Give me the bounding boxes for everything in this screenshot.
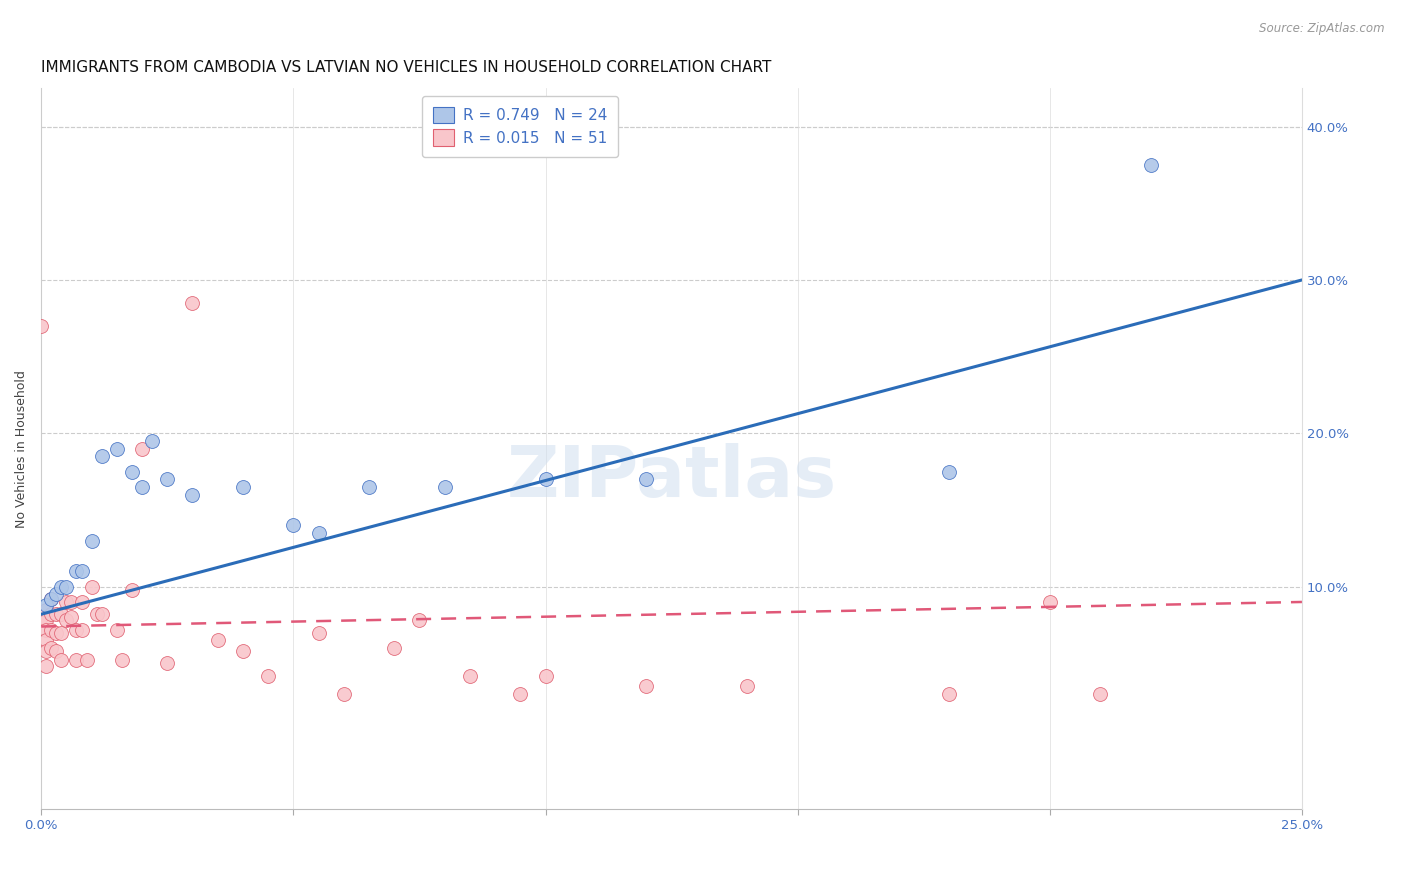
- Point: [65, 623, 87, 637]
- Point: [636, 679, 658, 693]
- Point: [382, 640, 405, 655]
- Point: [55, 613, 77, 627]
- Point: [111, 653, 134, 667]
- Point: [1139, 158, 1161, 172]
- Point: [509, 687, 531, 701]
- Point: [45, 644, 67, 658]
- Point: [308, 525, 330, 540]
- Point: [30, 318, 52, 333]
- Point: [458, 668, 481, 682]
- Point: [70, 595, 93, 609]
- Point: [357, 480, 380, 494]
- Text: Source: ZipAtlas.com: Source: ZipAtlas.com: [1260, 22, 1385, 36]
- Point: [51, 580, 73, 594]
- Point: [35, 598, 58, 612]
- Point: [60, 610, 83, 624]
- Point: [121, 582, 143, 597]
- Point: [65, 653, 87, 667]
- Point: [156, 657, 179, 671]
- Point: [181, 296, 204, 310]
- Point: [636, 472, 658, 486]
- Point: [938, 465, 960, 479]
- Point: [51, 607, 73, 622]
- Point: [80, 580, 103, 594]
- Point: [232, 480, 254, 494]
- Point: [35, 602, 58, 616]
- Point: [45, 587, 67, 601]
- Point: [735, 679, 758, 693]
- Point: [141, 434, 163, 448]
- Point: [90, 607, 112, 622]
- Point: [131, 480, 153, 494]
- Text: IMMIGRANTS FROM CAMBODIA VS LATVIAN NO VEHICLES IN HOUSEHOLD CORRELATION CHART: IMMIGRANTS FROM CAMBODIA VS LATVIAN NO V…: [41, 60, 772, 75]
- Point: [55, 580, 77, 594]
- Point: [51, 625, 73, 640]
- Point: [181, 488, 204, 502]
- Point: [35, 644, 58, 658]
- Point: [35, 659, 58, 673]
- Point: [35, 633, 58, 648]
- Point: [35, 613, 58, 627]
- Y-axis label: No Vehicles in Household: No Vehicles in Household: [15, 369, 28, 527]
- Point: [39, 591, 62, 606]
- Point: [39, 607, 62, 622]
- Point: [121, 465, 143, 479]
- Point: [45, 607, 67, 622]
- Point: [131, 442, 153, 456]
- Point: [534, 472, 557, 486]
- Point: [39, 591, 62, 606]
- Point: [55, 595, 77, 609]
- Point: [433, 480, 456, 494]
- Point: [156, 472, 179, 486]
- Point: [51, 653, 73, 667]
- Point: [1039, 595, 1062, 609]
- Point: [39, 623, 62, 637]
- Point: [80, 533, 103, 548]
- Point: [308, 625, 330, 640]
- Point: [1090, 687, 1112, 701]
- Point: [90, 450, 112, 464]
- Point: [207, 633, 229, 648]
- Text: ZIPatlas: ZIPatlas: [506, 443, 837, 512]
- Point: [232, 644, 254, 658]
- Point: [70, 623, 93, 637]
- Point: [257, 668, 280, 682]
- Point: [534, 668, 557, 682]
- Point: [105, 623, 128, 637]
- Point: [35, 623, 58, 637]
- Point: [65, 564, 87, 578]
- Point: [86, 607, 108, 622]
- Point: [76, 653, 98, 667]
- Point: [408, 613, 430, 627]
- Legend: R = 0.749   N = 24, R = 0.015   N = 51: R = 0.749 N = 24, R = 0.015 N = 51: [422, 96, 619, 157]
- Point: [45, 625, 67, 640]
- Point: [283, 518, 305, 533]
- Point: [105, 442, 128, 456]
- Point: [39, 640, 62, 655]
- Point: [70, 564, 93, 578]
- Point: [333, 687, 356, 701]
- Point: [30, 610, 52, 624]
- Point: [60, 595, 83, 609]
- Point: [938, 687, 960, 701]
